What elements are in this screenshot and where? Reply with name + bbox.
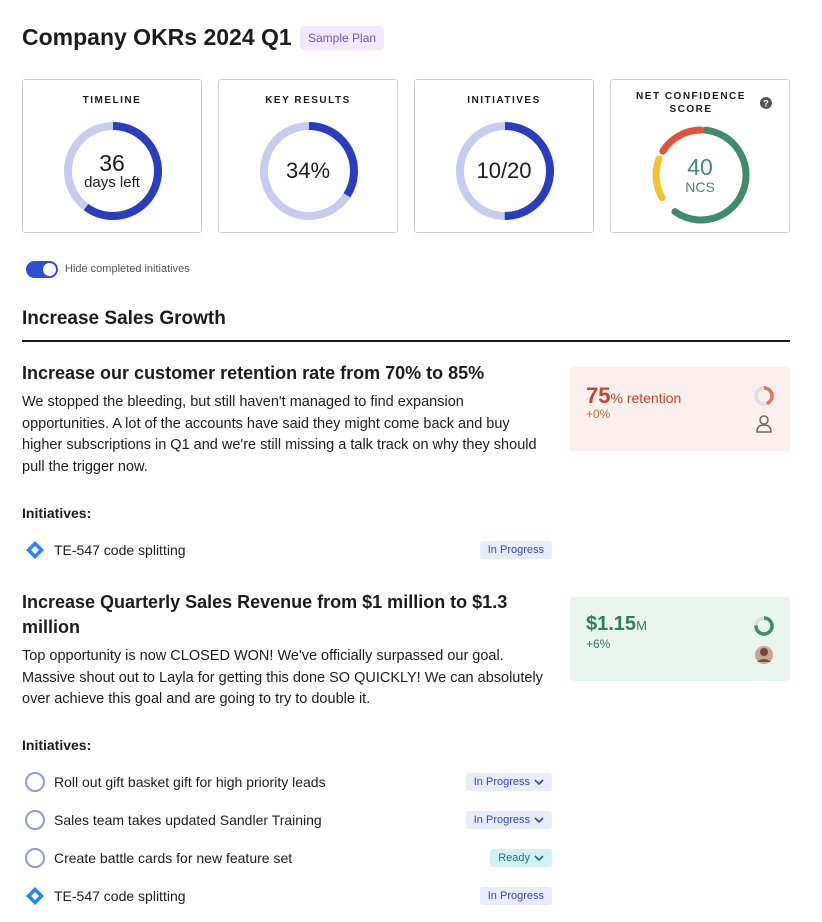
metric-change: +6% <box>586 637 611 651</box>
metric-box: 75% retention +0% <box>570 367 790 451</box>
initiative-icon <box>25 540 45 563</box>
card-sub: NCS <box>685 179 715 195</box>
metric-unit: M <box>636 618 647 633</box>
card-label: NET CONFIDENCE SCORE <box>636 91 746 115</box>
jira-icon <box>26 887 44 906</box>
timeline-ring <box>64 122 162 220</box>
task-icon <box>25 772 45 793</box>
initiative-icon <box>25 772 47 797</box>
section-title: Increase Sales Growth <box>22 308 226 329</box>
card-value: 36 <box>99 150 125 176</box>
status-text: Ready <box>498 852 530 865</box>
initiative: TE-547 code splitting In Progress <box>22 877 552 915</box>
page-title: Company OKRs 2024 Q1 <box>22 24 292 50</box>
card-value: 10/20 <box>476 158 532 183</box>
plan-badge: Sample Plan <box>300 26 385 50</box>
metric: 75% retention <box>586 383 681 409</box>
toggle-switch[interactable] <box>26 261 58 278</box>
card-label: INITIATIVES <box>467 95 541 106</box>
chevron <box>534 817 544 824</box>
card-sub: days left <box>84 174 140 191</box>
initiatives-card: INITIATIVES 10/20 <box>414 79 594 233</box>
metric-icons <box>754 386 774 433</box>
initiative-icon <box>25 848 47 873</box>
metric-change: +0% <box>586 407 611 421</box>
status-text: In Progress <box>487 543 544 556</box>
status-badge[interactable]: Ready <box>490 849 552 868</box>
initiative: Create battle cards for new feature set R… <box>22 839 552 877</box>
initiatives-ring <box>456 122 554 220</box>
status-text: In Progress <box>473 776 530 789</box>
metric-box: $1.15M +6% <box>570 597 790 681</box>
card-value: 34% <box>285 158 331 183</box>
metric-value: 75 <box>586 383 611 408</box>
key-result: Increase our customer retention rate fro… <box>22 361 790 569</box>
card-label: KEY RESULTS <box>265 95 351 106</box>
card-value: 40 <box>687 154 713 180</box>
initiative-name: Roll out gift basket gift for high prior… <box>54 774 326 791</box>
divider <box>22 340 790 342</box>
card-label: TIMELINE <box>82 95 142 106</box>
initiative-icon <box>25 886 45 909</box>
status-text: In Progress <box>473 814 530 827</box>
key-results-card: KEY RESULTS 34% <box>218 79 398 233</box>
jira-icon <box>26 540 44 559</box>
chevron <box>534 855 544 862</box>
metric-value: $1.15 <box>586 613 637 635</box>
key-result: Increase Quarterly Sales Revenue from $1… <box>22 590 790 915</box>
initiative-name: Sales team takes updated Sandler Trainin… <box>54 812 322 829</box>
status-badge[interactable]: In Progress <box>465 773 552 792</box>
chevron <box>534 779 544 786</box>
kr-title: Increase Quarterly Sales Revenue from $1… <box>22 592 508 637</box>
metric-unit: % retention <box>610 390 682 406</box>
initiative-name: TE-547 code splitting <box>54 541 186 558</box>
task-icon <box>25 810 45 831</box>
status-badge: In Progress <box>479 887 552 906</box>
initiative-icon <box>25 810 47 835</box>
timeline-card: TIMELINE 36 days left <box>22 79 202 233</box>
task-icon <box>25 848 45 869</box>
initiative-name: TE-547 code splitting <box>54 888 186 905</box>
status-badge: In Progress <box>479 540 552 559</box>
initiative: TE-547 code splitting In Progress <box>22 531 552 569</box>
metric: $1.15M <box>586 613 647 636</box>
kr-description: Top opportunity is now CLOSED WON! We've… <box>22 648 543 708</box>
initiatives-label: Initiatives: <box>22 504 92 521</box>
initiative: Sales team takes updated Sandler Trainin… <box>22 801 552 839</box>
kr-body: Increase Quarterly Sales Revenue from $1… <box>22 590 552 915</box>
kr-description: We stopped the bleeding, but still haven… <box>22 394 537 476</box>
ncs-ring: ? <box>652 97 772 224</box>
toggle-label: Hide completed initiatives <box>65 263 190 275</box>
key-results-ring <box>260 122 358 220</box>
svg-text:?: ? <box>763 99 769 109</box>
metric-icons <box>752 615 776 672</box>
kr-body: Increase our customer retention rate fro… <box>22 361 552 569</box>
initiative: Roll out gift basket gift for high prior… <box>22 763 552 801</box>
metric-icons <box>752 385 776 442</box>
ncs-card: ? NET CONFIDENCE SCORE 40 NCS <box>610 79 790 233</box>
initiative-name: Create battle cards for new feature set <box>54 850 293 867</box>
status-text: In Progress <box>487 890 544 903</box>
kr-title: Increase our customer retention rate fro… <box>22 363 485 383</box>
metric-icons <box>754 616 774 664</box>
status-badge[interactable]: In Progress <box>465 811 552 830</box>
initiatives-label: Initiatives: <box>22 737 92 754</box>
